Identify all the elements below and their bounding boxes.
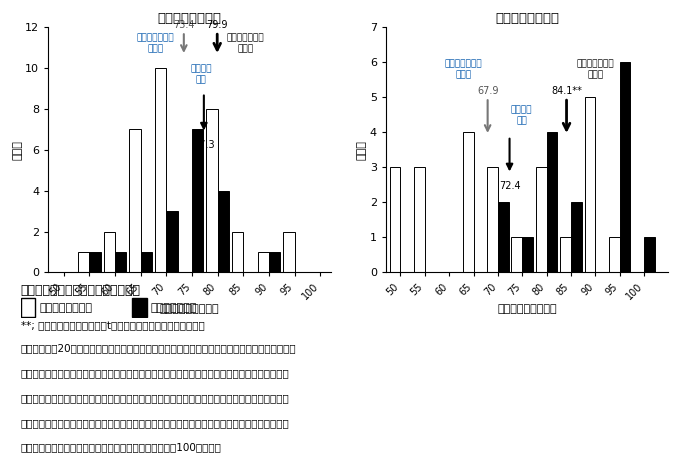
Bar xyxy=(218,191,229,272)
Bar xyxy=(192,129,203,272)
Text: 図１　リパーゼ活性の個体選抜効果: 図１ リパーゼ活性の個体選抜効果 xyxy=(21,284,141,297)
Text: キタワセ
ソバ: キタワセ ソバ xyxy=(511,105,533,125)
Text: 高リパーゼ系統
平均値: 高リパーゼ系統 平均値 xyxy=(227,34,265,54)
Text: 67.9: 67.9 xyxy=(477,85,498,95)
Bar xyxy=(132,298,147,317)
Text: 低リパーゼ系統、: 低リパーゼ系統、 xyxy=(39,302,92,313)
Text: 右）。各世代で最もリパーゼ活性の高い系統の活性値を100とした。: 右）。各世代で最もリパーゼ活性の高い系統の活性値を100とした。 xyxy=(21,443,222,453)
Bar xyxy=(463,132,473,272)
Bar xyxy=(609,237,619,272)
Bar xyxy=(584,97,595,272)
Bar xyxy=(536,168,546,272)
Bar xyxy=(155,68,166,272)
Text: キタワセ
ソバ: キタワセ ソバ xyxy=(191,64,212,84)
Bar xyxy=(498,202,508,272)
Title: 個体選抜２世代目: 個体選抜２世代目 xyxy=(158,12,221,25)
X-axis label: リパーゼ活性相対値: リパーゼ活性相対値 xyxy=(160,304,219,314)
Text: 79.9: 79.9 xyxy=(207,20,228,30)
Text: 72.4: 72.4 xyxy=(499,181,520,191)
Bar xyxy=(21,298,35,317)
Bar xyxy=(390,168,400,272)
Title: 個体選抜３世代目: 個体選抜３世代目 xyxy=(495,12,559,25)
Bar xyxy=(546,132,557,272)
Text: 低リパーゼ系統
平均値: 低リパーゼ系統 平均値 xyxy=(444,59,482,79)
Bar xyxy=(571,202,582,272)
Bar xyxy=(166,211,178,272)
Bar xyxy=(90,252,101,272)
Y-axis label: 個体数: 個体数 xyxy=(357,140,367,160)
Bar xyxy=(644,237,655,272)
Bar xyxy=(130,129,141,272)
Bar xyxy=(115,252,126,272)
Text: 低リパーゼ系統
平均値: 低リパーゼ系統 平均値 xyxy=(136,34,174,54)
Bar xyxy=(207,109,218,272)
Text: リパーゼ活性を測定（選抜２世代目、図左）。選抜２世代目の中でリパーゼ活性が最高値あるい: リパーゼ活性を測定（選抜２世代目、図左）。選抜２世代目の中でリパーゼ活性が最高値… xyxy=(21,393,289,403)
Text: 73.4: 73.4 xyxy=(173,20,194,30)
X-axis label: リパーゼ活性相対値: リパーゼ活性相対値 xyxy=(497,304,557,314)
Bar xyxy=(258,252,269,272)
Bar xyxy=(141,252,152,272)
Text: **; 低リパーゼ系統平均値とt検定にて１％水準で有意差あり。: **; 低リパーゼ系統平均値とt検定にて１％水準で有意差あり。 xyxy=(21,320,205,330)
Text: でリパーゼ活性が最高値あるいは最低値を示す１個体を選抜し、それぞれを系統とし隔離増殖、: でリパーゼ活性が最高値あるいは最低値を示す１個体を選抜し、それぞれを系統とし隔離… xyxy=(21,368,289,378)
Text: 84.1**: 84.1** xyxy=(551,85,582,95)
Bar xyxy=(511,237,522,272)
Text: キタワセソバ20個体を無作為に選択、リパーゼ活性を測定（選抜１世代目）。選抜１世代目の中: キタワセソバ20個体を無作為に選択、リパーゼ活性を測定（選抜１世代目）。選抜１世… xyxy=(21,343,296,353)
Bar xyxy=(487,168,498,272)
Text: は最低値を示す１個体を選抜し、それぞれを隔離増殖、リパーゼ活性を測定（選抜３世代目、図: は最低値を示す１個体を選抜し、それぞれを隔離増殖、リパーゼ活性を測定（選抜３世代… xyxy=(21,418,289,428)
Bar xyxy=(104,232,115,272)
Bar xyxy=(522,237,533,272)
Bar xyxy=(283,232,295,272)
Bar xyxy=(560,237,571,272)
Bar xyxy=(619,62,630,272)
Bar xyxy=(232,232,243,272)
Text: 高リパーゼ系統
平均値: 高リパーゼ系統 平均値 xyxy=(577,59,615,79)
Text: 77.3: 77.3 xyxy=(193,140,215,150)
Text: 高リパーゼ系統: 高リパーゼ系統 xyxy=(151,302,197,313)
Y-axis label: 個体数: 個体数 xyxy=(12,140,22,160)
Bar xyxy=(269,252,280,272)
Bar xyxy=(414,168,425,272)
Bar xyxy=(78,252,90,272)
